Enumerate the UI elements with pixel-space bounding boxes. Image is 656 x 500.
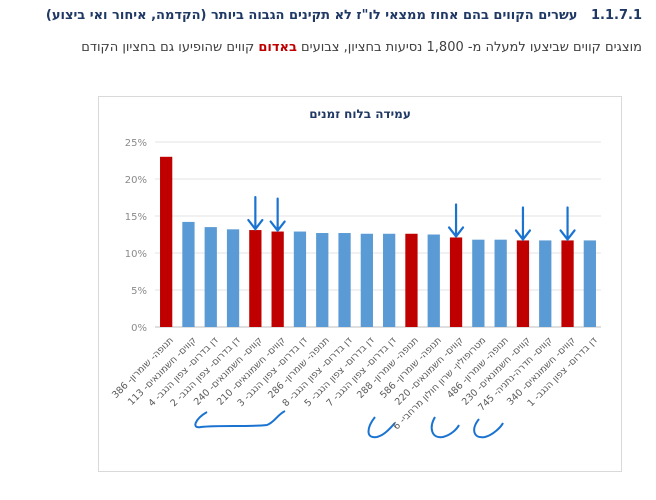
annotation-arrow-icon [447,203,465,239]
annotation-arrow-icon [514,206,532,242]
section-number: 1.1.7.1 [591,8,642,23]
y-tick-label: 0% [131,323,147,334]
bar [583,240,596,327]
bar [160,156,173,327]
annotation-arrow-icon [559,206,576,242]
annotation-scribble [367,416,396,439]
description-text: מוצגים קווים שביצעו למעלה מ- 1,800 נסיעו… [296,40,642,55]
bar [316,233,329,327]
annotation-scribble [473,418,504,439]
chart-title: עמידה בלוח זמנים [309,107,411,121]
y-tick-label: 20% [125,175,147,186]
chart: עמידה בלוח זמנים 0% 5% 10% 15% 20% 25% תנופה-… [98,96,622,472]
bar [539,240,552,327]
bar [405,233,418,327]
bar [204,227,217,327]
bar [383,233,396,327]
annotation-scribble [430,416,460,439]
bar [271,231,284,327]
bar [293,231,307,327]
y-tick-label: 5% [131,286,147,297]
y-tick-label: 25% [125,138,147,149]
bar [338,233,351,327]
bar [226,229,240,327]
chart-svg: 0% 5% 10% 15% 20% 25% [125,138,601,439]
section-title: עשרים הקווים בהם אחוז ממצאי לו"ז לא תקינ… [45,8,578,23]
bar [516,240,530,327]
y-tick-label: 15% [125,212,147,223]
bar [472,239,485,327]
annotation-arrow-icon [247,195,264,231]
y-tick-label: 10% [125,249,147,260]
annotation-scribble [194,410,286,429]
description-text-end: קווים שהופיעו גם בחציון הקודם [81,40,259,55]
bar [561,240,574,327]
description-highlight: באדום [258,40,297,55]
bar [494,239,507,327]
bar [427,234,440,327]
bar [449,237,463,327]
description: מוצגים קווים שביצעו למעלה מ- 1,800 נסיעו… [0,40,642,55]
bar [360,233,373,327]
section-heading: 1.1.7.1 עשרים הקווים בהם אחוז ממצאי לו"ז… [0,8,642,23]
bar [249,230,262,327]
annotation-arrow-icon [269,197,286,233]
bar [182,221,195,327]
